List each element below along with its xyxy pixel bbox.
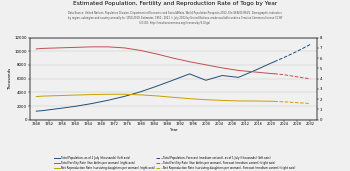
X-axis label: Year: Year [169,128,177,132]
Legend: Total Population, as of 1 July (thousands) (left axis), Total Fertility Rate (li: Total Population, as of 1 July (thousand… [54,156,296,170]
Text: Estimated Population, Fertility and Reproduction Rate of Togo by Year: Estimated Population, Fertility and Repr… [73,1,277,6]
Y-axis label: Thousands: Thousands [8,68,12,90]
Text: Data Source: United Nations, Population Division, Department of Economic and Soc: Data Source: United Nations, Population … [68,11,282,25]
